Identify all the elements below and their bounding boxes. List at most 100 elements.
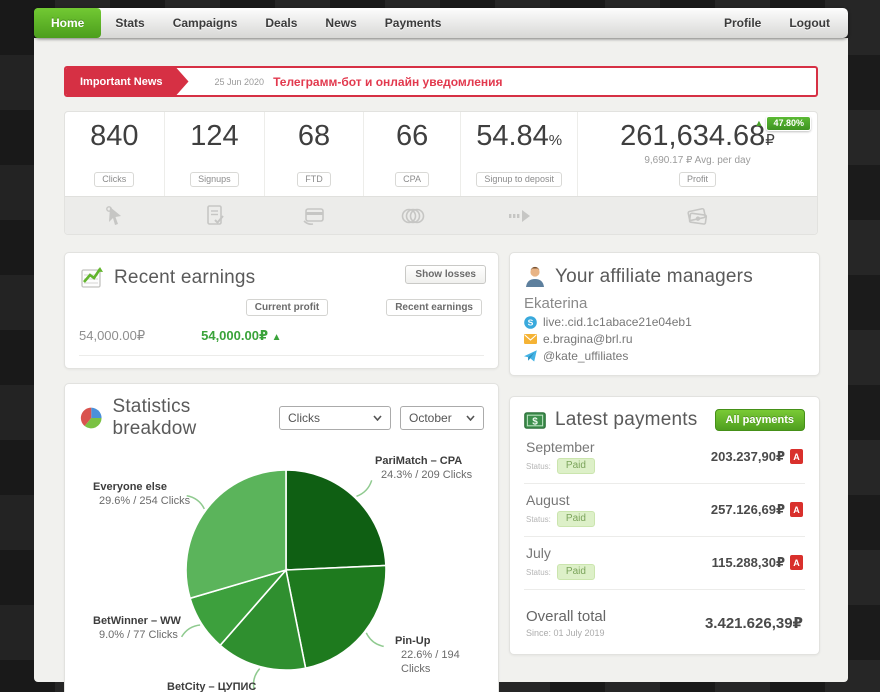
payment-row-july: July Status: Paid 115.288,30₽ A xyxy=(524,537,805,590)
show-losses-button[interactable]: Show losses xyxy=(405,265,486,284)
columns: Recent earnings Show losses Current prof… xyxy=(64,252,820,692)
coins-icon xyxy=(401,208,424,223)
profit-up-triangle-icon: ▲ xyxy=(271,332,282,343)
news-ribbon: Important News xyxy=(66,68,189,95)
nav-tab-deals[interactable]: Deals xyxy=(265,16,298,30)
growth-badge: 47.80% xyxy=(766,116,811,131)
pie-slice-1 xyxy=(285,564,387,670)
dollar-banknote-icon: $ xyxy=(524,411,546,429)
latest-payments-title: Latest payments xyxy=(555,409,698,430)
conversion-arrow-icon xyxy=(508,209,530,222)
stats-icons-strip xyxy=(65,196,817,234)
status-label: Status: xyxy=(526,461,551,471)
chevron-down-icon xyxy=(373,415,382,421)
recent-earnings-header: Recent earnings xyxy=(386,299,482,316)
stat-ftd: 68 FTD xyxy=(265,112,364,196)
pie-slice-4 xyxy=(185,469,287,600)
earnings-chart-icon xyxy=(81,267,103,288)
stat-profit-avg: 9,690.17 ₽ Avg. per day xyxy=(644,155,751,166)
stat-profit: 261,634.68₽ ▲ 47.80% 9,690.17 ₽ Avg. per… xyxy=(578,112,817,196)
recent-earnings-title: Recent earnings xyxy=(114,267,256,288)
skype-icon: S xyxy=(524,315,537,329)
metric-select[interactable]: Clicks xyxy=(279,406,391,430)
manager-skype[interactable]: S live:.cid.1c1abace21e04eb1 xyxy=(524,315,805,329)
earnings-total-value: 54,000.00₽ xyxy=(79,328,146,343)
svg-text:$: $ xyxy=(532,416,538,427)
top-navbar: Home Stats Campaigns Deals News Payments… xyxy=(34,8,848,38)
important-news-banner: Important News 25 Jun 2020 Телеграмм-бот… xyxy=(64,66,818,97)
status-label: Status: xyxy=(526,567,551,577)
pie-label-everyone-else: Everyone else 29.6% / 254 Clicks xyxy=(93,481,191,507)
affiliate-managers-card: Your affiliate managers Ekaterina S live… xyxy=(509,252,820,376)
pie-label-parimatch: PariMatch – CPA 24.3% / 209 Clicks xyxy=(375,455,473,481)
profit-growth: ▲ 47.80% xyxy=(755,116,811,131)
pie-chart-icon xyxy=(80,407,102,429)
cursor-click-icon xyxy=(105,205,121,225)
stats-grid: 840 Clicks 124 Signups 68 FTD 66 CPA 54.… xyxy=(65,112,817,196)
stat-profit-value: 261,634.68₽ xyxy=(620,120,775,152)
nav-logout[interactable]: Logout xyxy=(789,16,830,30)
stat-signup-to-deposit-value: 54.84% xyxy=(476,120,563,152)
stat-signups: 124 Signups xyxy=(165,112,266,196)
stat-signup-to-deposit: 54.84% Signup to deposit xyxy=(461,112,578,196)
payment-month: August xyxy=(526,492,570,508)
stat-cpa-value: 66 xyxy=(395,120,429,152)
signup-form-icon xyxy=(207,204,224,225)
manager-telegram[interactable]: @kate_uffiliates xyxy=(524,349,805,363)
payment-amount: 257.126,69₽ A xyxy=(711,502,803,518)
email-icon xyxy=(524,334,537,344)
pie-callout-line-3 xyxy=(180,624,201,638)
nav-profile[interactable]: Profile xyxy=(724,16,762,30)
payment-amount: 115.288,30₽ A xyxy=(712,555,803,571)
latest-payments-card: $ Latest payments All payments September… xyxy=(509,396,820,655)
payment-month: September xyxy=(526,439,595,455)
stat-profit-label: Profit xyxy=(678,172,716,187)
nav-tab-home[interactable]: Home xyxy=(34,8,102,38)
news-title-link[interactable]: Телеграмм-бот и онлайн уведомления xyxy=(273,74,503,89)
recent-earnings-card: Recent earnings Show losses Current prof… xyxy=(64,252,499,369)
main-content: Important News 25 Jun 2020 Телеграмм-бот… xyxy=(34,38,848,692)
payment-month: July xyxy=(526,545,551,561)
current-profit-header: Current profit xyxy=(245,299,329,316)
svg-text:A: A xyxy=(793,452,800,462)
pie-callout-line-1 xyxy=(365,632,384,648)
svg-text:A: A xyxy=(793,505,800,515)
pie-chart-area: PariMatch – CPA 24.3% / 209 Clicks Every… xyxy=(79,442,484,692)
nav-tab-news[interactable]: News xyxy=(325,16,357,30)
stat-signups-label: Signups xyxy=(190,172,239,187)
svg-text:S: S xyxy=(528,317,534,327)
chevron-down-icon xyxy=(466,415,475,421)
pdf-download-icon[interactable]: A xyxy=(790,555,803,570)
stat-clicks-label: Clicks xyxy=(94,172,135,187)
growth-up-triangle-icon: ▲ xyxy=(754,118,764,128)
stat-cpa: 66 CPA xyxy=(364,112,462,196)
overall-total-since: Since: 01 July 2019 xyxy=(526,628,605,638)
pie-label-pinup: Pin-Up 22.6% / 194 Clicks xyxy=(395,635,460,675)
pie-label-betwinner: BetWinner – WW 9.0% / 77 Clicks xyxy=(93,615,181,641)
svg-text:A: A xyxy=(793,558,800,568)
nav-tab-campaigns[interactable]: Campaigns xyxy=(172,16,238,30)
stat-signup-to-deposit-label: Signup to deposit xyxy=(476,172,562,187)
overall-total-row: Overall total Since: 01 July 2019 3.421.… xyxy=(524,608,805,638)
nav-tab-stats[interactable]: Stats xyxy=(115,16,145,30)
stat-signups-value: 124 xyxy=(190,120,239,152)
nav-tab-payments[interactable]: Payments xyxy=(384,16,442,30)
stat-clicks-value: 840 xyxy=(90,120,139,152)
money-stack-icon xyxy=(687,207,708,225)
pie-slice-0 xyxy=(285,469,387,571)
right-column: Your affiliate managers Ekaterina S live… xyxy=(509,252,820,655)
month-select[interactable]: October xyxy=(400,406,484,430)
stat-ftd-label: FTD xyxy=(297,172,331,187)
page-wrapper: Home Stats Campaigns Deals News Payments… xyxy=(34,8,848,692)
all-payments-button[interactable]: All payments xyxy=(714,409,805,431)
manager-email[interactable]: e.bragina@brl.ru xyxy=(524,332,805,346)
pie-callout-line-0 xyxy=(356,480,373,498)
pie-callout-line-4 xyxy=(186,495,205,510)
nav-spacer xyxy=(455,8,710,38)
payment-row-august: August Status: Paid 257.126,69₽ A xyxy=(524,484,805,537)
manager-avatar-icon xyxy=(526,266,544,287)
statistics-breakdown-title: Statistics breakdow xyxy=(112,396,197,439)
pdf-download-icon[interactable]: A xyxy=(790,502,803,517)
paid-status-badge: Paid xyxy=(556,564,595,580)
pdf-download-icon[interactable]: A xyxy=(790,449,803,464)
